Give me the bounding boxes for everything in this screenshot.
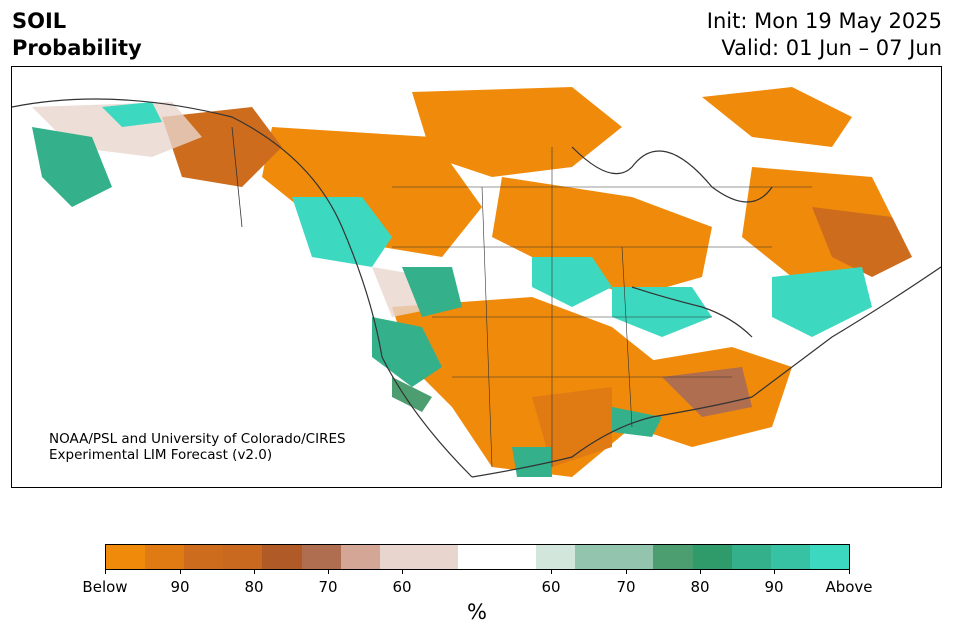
colorbar-segment: [184, 545, 224, 569]
colorbar-tick-mark: [849, 570, 850, 574]
forecast-map: [11, 66, 942, 488]
colorbar-segment: [770, 545, 810, 569]
colorbar-segment: [692, 545, 732, 569]
colorbar-tick-mark: [551, 570, 552, 574]
probability-map-svg: [12, 87, 941, 478]
colorbar-tick-label: Below: [82, 578, 128, 596]
colorbar-tick-mark: [626, 570, 627, 574]
colorbar-tick-mark: [180, 570, 181, 574]
colorbar-tick-mark: [774, 570, 775, 574]
colorbar-segment: [457, 545, 537, 569]
title-variable: SOIL: [12, 9, 67, 33]
colorbar-tick-mark: [328, 570, 329, 574]
colorbar-tick-label: 70: [616, 578, 636, 596]
colorbar-tick-label: 90: [170, 578, 190, 596]
colorbar-tick-mark: [402, 570, 403, 574]
probability-colorbar: [105, 544, 850, 570]
colorbar-tick-label: 90: [764, 578, 784, 596]
colorbar-segment: [106, 545, 146, 569]
colorbar-segment: [575, 545, 654, 569]
colorbar-segment: [731, 545, 771, 569]
colorbar-unit: %: [467, 600, 487, 624]
forecast-dates: Init: Mon 19 May 2025 Valid: 01 Jun – 07…: [707, 8, 942, 62]
colorbar-tick-mark: [700, 570, 701, 574]
credit-line-1: NOAA/PSL and University of Colorado/CIRE…: [49, 431, 346, 447]
colorbar-segment: [145, 545, 185, 569]
map-title: SOIL Probability: [12, 8, 142, 62]
colorbar-segment: [809, 545, 850, 569]
colorbar-segment: [536, 545, 576, 569]
below-normal-regions: [162, 87, 912, 477]
colorbar-tick-label: 80: [690, 578, 710, 596]
colorbar-segment: [262, 545, 302, 569]
colorbar-tick-label: 70: [318, 578, 338, 596]
credit-line-2: Experimental LIM Forecast (v2.0): [49, 447, 273, 463]
init-date: Init: Mon 19 May 2025: [706, 9, 942, 33]
coastlines: [12, 98, 941, 478]
colorbar-tick-label: 60: [392, 578, 412, 596]
valid-range: Valid: 01 Jun – 07 Jun: [721, 36, 942, 60]
colorbar-tick-mark: [105, 570, 106, 574]
colorbar-tick-mark: [254, 570, 255, 574]
colorbar-segment: [340, 545, 380, 569]
credit-text: NOAA/PSL and University of Colorado/CIRE…: [49, 431, 346, 463]
colorbar-segment: [653, 545, 693, 569]
colorbar-segment: [223, 545, 263, 569]
colorbar-tick-label: 60: [541, 578, 561, 596]
colorbar-segment: [301, 545, 341, 569]
colorbar-segment: [379, 545, 458, 569]
title-type: Probability: [12, 36, 142, 60]
colorbar-tick-label: 80: [244, 578, 264, 596]
colorbar-tick-label: Above: [825, 578, 873, 596]
